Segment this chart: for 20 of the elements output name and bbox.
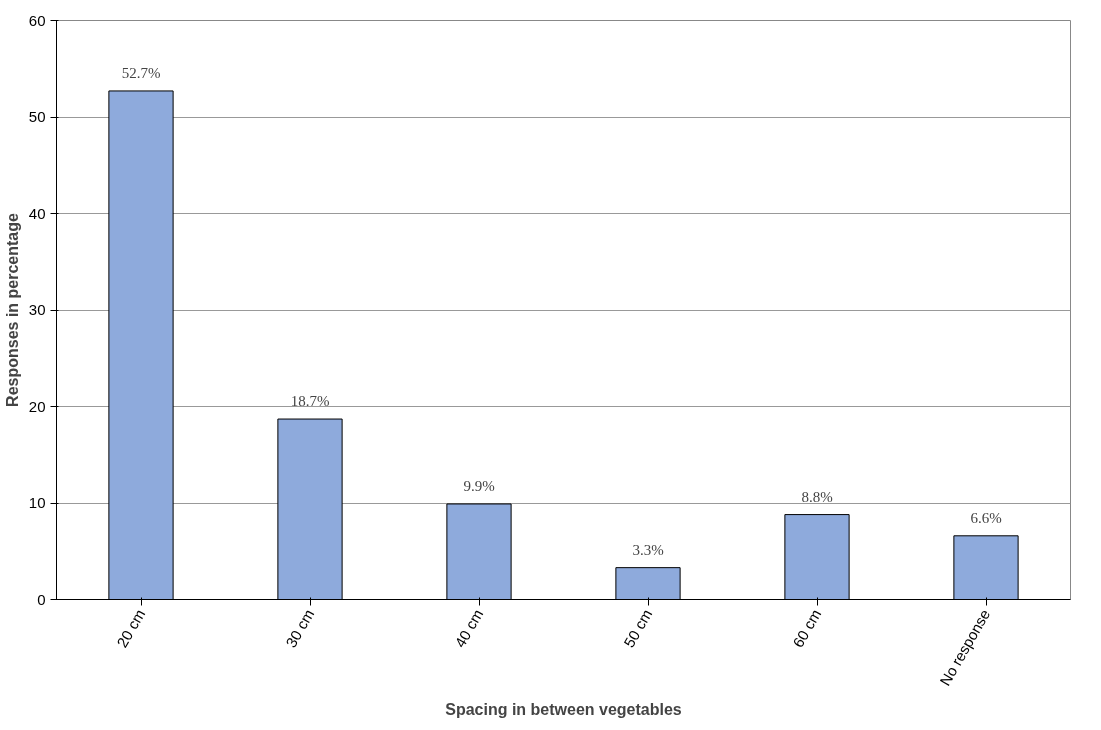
y-tick-label: 60 — [28, 11, 46, 29]
x-tick-label: 20 cm — [113, 606, 149, 651]
y-axis-title: Responses in percentage — [3, 212, 21, 407]
y-tick-label: 40 — [28, 204, 46, 222]
data-label: 3.3% — [632, 541, 664, 558]
y-tick-label: 20 — [28, 397, 46, 415]
data-label: 18.7% — [290, 393, 330, 410]
x-axis-title: Spacing in between vegetables — [445, 700, 682, 718]
y-tick-label: 0 — [37, 590, 46, 608]
y-tick-label: 50 — [28, 108, 46, 125]
y-tick-label: 30 — [28, 301, 46, 318]
data-label: 9.9% — [463, 477, 495, 494]
data-label: 52.7% — [121, 64, 161, 81]
x-tick-label: 30 cm — [282, 606, 318, 651]
x-tick-label: 50 cm — [620, 606, 656, 651]
x-tick-label: 40 cm — [451, 606, 487, 651]
data-label: 6.6% — [970, 509, 1002, 526]
x-tick-label: 60 cm — [789, 606, 825, 651]
y-tick-label: 10 — [28, 494, 46, 511]
data-label: 8.8% — [801, 488, 833, 505]
